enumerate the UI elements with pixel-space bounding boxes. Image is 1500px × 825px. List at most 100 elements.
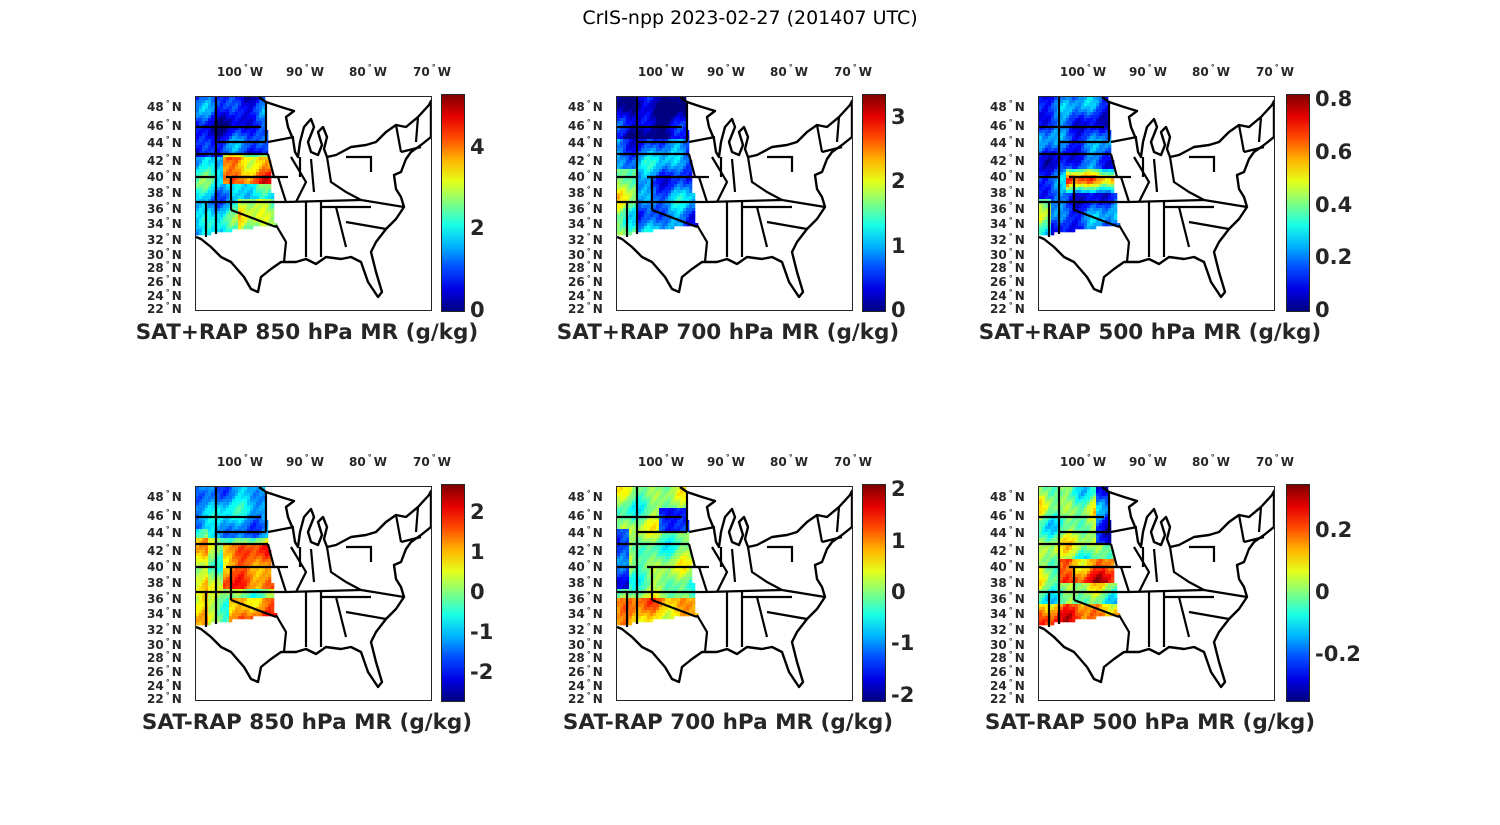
swath-cell [265, 190, 269, 194]
swath-cell [626, 496, 630, 500]
swath-cell [232, 535, 236, 539]
swath-cell [217, 160, 221, 164]
swath-cell [208, 574, 212, 578]
swath-cell [623, 109, 627, 113]
swath-cell [205, 499, 209, 503]
swath-cell [250, 589, 254, 593]
swath-cell [217, 502, 221, 506]
swath-cell [253, 214, 257, 218]
swath-cell [196, 220, 200, 224]
swath-cell [199, 103, 203, 107]
swath-cell [196, 508, 200, 512]
swath-cell [262, 205, 266, 209]
lat-hemisphere: N [171, 560, 182, 574]
swath-cell [271, 199, 275, 203]
latitude-tick-label: 48 ° N [568, 99, 603, 114]
swath-cell [1075, 109, 1079, 113]
longitude-tick-label: 80 ° W [349, 453, 387, 469]
swath-cell [1078, 142, 1082, 146]
lat-value: 24 [147, 679, 164, 693]
swath-cell [1042, 160, 1046, 164]
swath-cell [220, 151, 224, 155]
swath-cell [662, 118, 666, 122]
swath-cell [199, 508, 203, 512]
swath-cell [1096, 187, 1100, 191]
swath-cell [208, 517, 212, 521]
swath-cell [656, 199, 660, 203]
swath-cell [1087, 142, 1091, 146]
swath-cell [1051, 109, 1055, 113]
swath-cell [196, 163, 200, 167]
swath-cell [659, 103, 663, 107]
swath-cell [680, 223, 684, 227]
swath-cell [232, 583, 236, 587]
swath-cell [196, 232, 200, 236]
swath-cell [259, 109, 263, 113]
moisture-swath [617, 97, 699, 236]
swath-cell [226, 598, 230, 602]
swath-cell [205, 145, 209, 149]
swath-cell [265, 607, 269, 611]
swath-cell [196, 202, 200, 206]
swath-cell [1096, 124, 1100, 128]
swath-cell [629, 490, 633, 494]
swath-cell [217, 223, 221, 227]
swath-cell [620, 172, 624, 176]
swath-cell [226, 511, 230, 515]
swath-cell [208, 535, 212, 539]
swath-cell [1054, 148, 1058, 152]
lat-value: 36 [568, 202, 585, 216]
lat-value: 42 [568, 154, 585, 168]
longitude-tick-label: 90 ° W [286, 453, 324, 469]
swath-cell [1078, 190, 1082, 194]
swath-cell [1063, 121, 1067, 125]
swath-cell [1048, 181, 1052, 185]
swath-cell [686, 205, 690, 209]
swath-cell [647, 124, 651, 128]
swath-cell [665, 169, 669, 173]
swath-cell [671, 130, 675, 134]
colorbar [441, 484, 465, 702]
swath-cell [211, 127, 215, 131]
state-border [394, 124, 403, 153]
swath-cell [208, 487, 212, 491]
swath-cell [226, 559, 230, 563]
swath-cell [659, 151, 663, 155]
swath-cell [626, 163, 630, 167]
swath-cell [665, 154, 669, 158]
swath-cell [220, 541, 224, 545]
swath-cell [1087, 139, 1091, 143]
swath-cell [253, 139, 257, 143]
swath-cell [199, 211, 203, 215]
state-border [325, 546, 362, 591]
swath-cell [686, 187, 690, 191]
swath-cell [1081, 205, 1085, 209]
lat-hemisphere: N [592, 217, 603, 231]
swath-cell [1087, 157, 1091, 161]
swath-cell [208, 163, 212, 167]
swath-cell [1048, 151, 1052, 155]
swath-cell [1039, 124, 1043, 128]
swath-cell [644, 118, 648, 122]
swath-cell [247, 598, 251, 602]
swath-cell [656, 181, 660, 185]
swath-cell [620, 133, 624, 137]
swath-cell [659, 160, 663, 164]
swath-cell [1069, 217, 1073, 221]
swath-cell [271, 211, 275, 215]
swath-cell [238, 502, 242, 506]
swath-cell [1114, 214, 1118, 218]
swath-cell [223, 529, 227, 533]
swath-cell [211, 133, 215, 137]
swath-cell [1081, 178, 1085, 182]
swath-cell [211, 166, 215, 170]
swath-cell [235, 517, 239, 521]
lat-value: 28 [568, 261, 585, 275]
swath-cell [241, 517, 245, 521]
swath-cell [271, 217, 275, 221]
swath-cell [220, 493, 224, 497]
swath-cell [1051, 232, 1055, 236]
swath-cell [1063, 226, 1067, 230]
swath-cell [1072, 148, 1076, 152]
swath-cell [199, 181, 203, 185]
